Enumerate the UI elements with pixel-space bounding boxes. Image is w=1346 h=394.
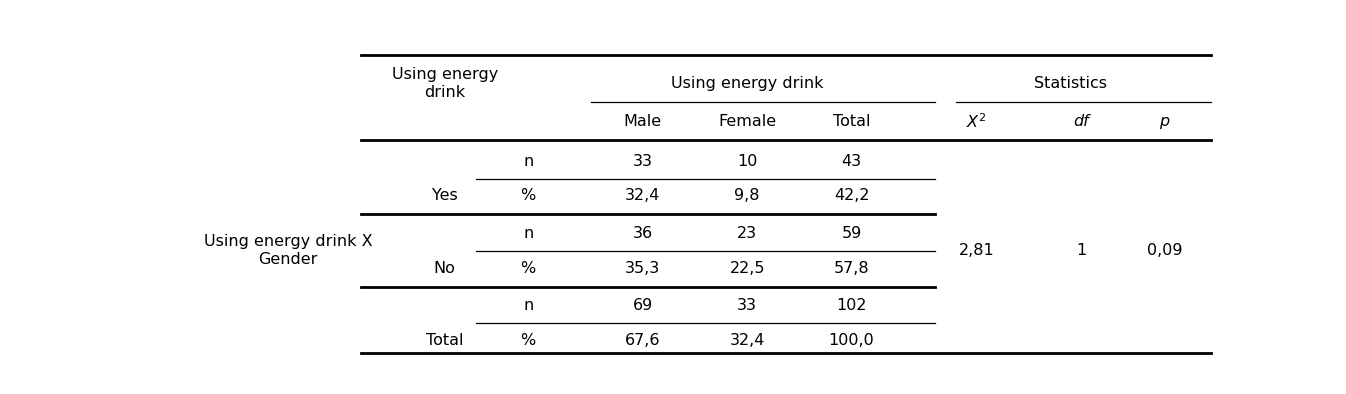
Text: $X^2$: $X^2$ <box>966 112 987 131</box>
Text: 32,4: 32,4 <box>625 188 661 203</box>
Text: 69: 69 <box>633 298 653 313</box>
Text: 2,81: 2,81 <box>958 243 995 258</box>
Text: %: % <box>521 188 536 203</box>
Text: n: n <box>524 154 533 169</box>
Text: Using energy drink X
Gender: Using energy drink X Gender <box>203 234 373 267</box>
Text: Yes: Yes <box>432 188 458 203</box>
Text: Statistics: Statistics <box>1034 76 1106 91</box>
Text: 59: 59 <box>841 227 861 242</box>
Text: 67,6: 67,6 <box>625 333 661 348</box>
Text: 10: 10 <box>738 154 758 169</box>
Text: df: df <box>1073 114 1089 129</box>
Text: 35,3: 35,3 <box>626 261 661 276</box>
Text: Total: Total <box>833 114 871 129</box>
Text: 1: 1 <box>1075 243 1086 258</box>
Text: p: p <box>1159 114 1170 129</box>
Text: Female: Female <box>719 114 777 129</box>
Text: Using energy drink: Using energy drink <box>670 76 824 91</box>
Text: 0,09: 0,09 <box>1147 243 1182 258</box>
Text: 22,5: 22,5 <box>730 261 765 276</box>
Text: 32,4: 32,4 <box>730 333 765 348</box>
Text: 36: 36 <box>633 227 653 242</box>
Text: %: % <box>521 261 536 276</box>
Text: Total: Total <box>425 333 463 348</box>
Text: 57,8: 57,8 <box>833 261 870 276</box>
Text: 43: 43 <box>841 154 861 169</box>
Text: 100,0: 100,0 <box>829 333 875 348</box>
Text: 42,2: 42,2 <box>833 188 870 203</box>
Text: Using energy
drink: Using energy drink <box>392 67 498 100</box>
Text: %: % <box>521 333 536 348</box>
Text: 33: 33 <box>633 154 653 169</box>
Text: Male: Male <box>623 114 662 129</box>
Text: No: No <box>433 261 456 276</box>
Text: 9,8: 9,8 <box>735 188 760 203</box>
Text: n: n <box>524 227 533 242</box>
Text: 102: 102 <box>836 298 867 313</box>
Text: 33: 33 <box>738 298 758 313</box>
Text: 23: 23 <box>738 227 758 242</box>
Text: n: n <box>524 298 533 313</box>
